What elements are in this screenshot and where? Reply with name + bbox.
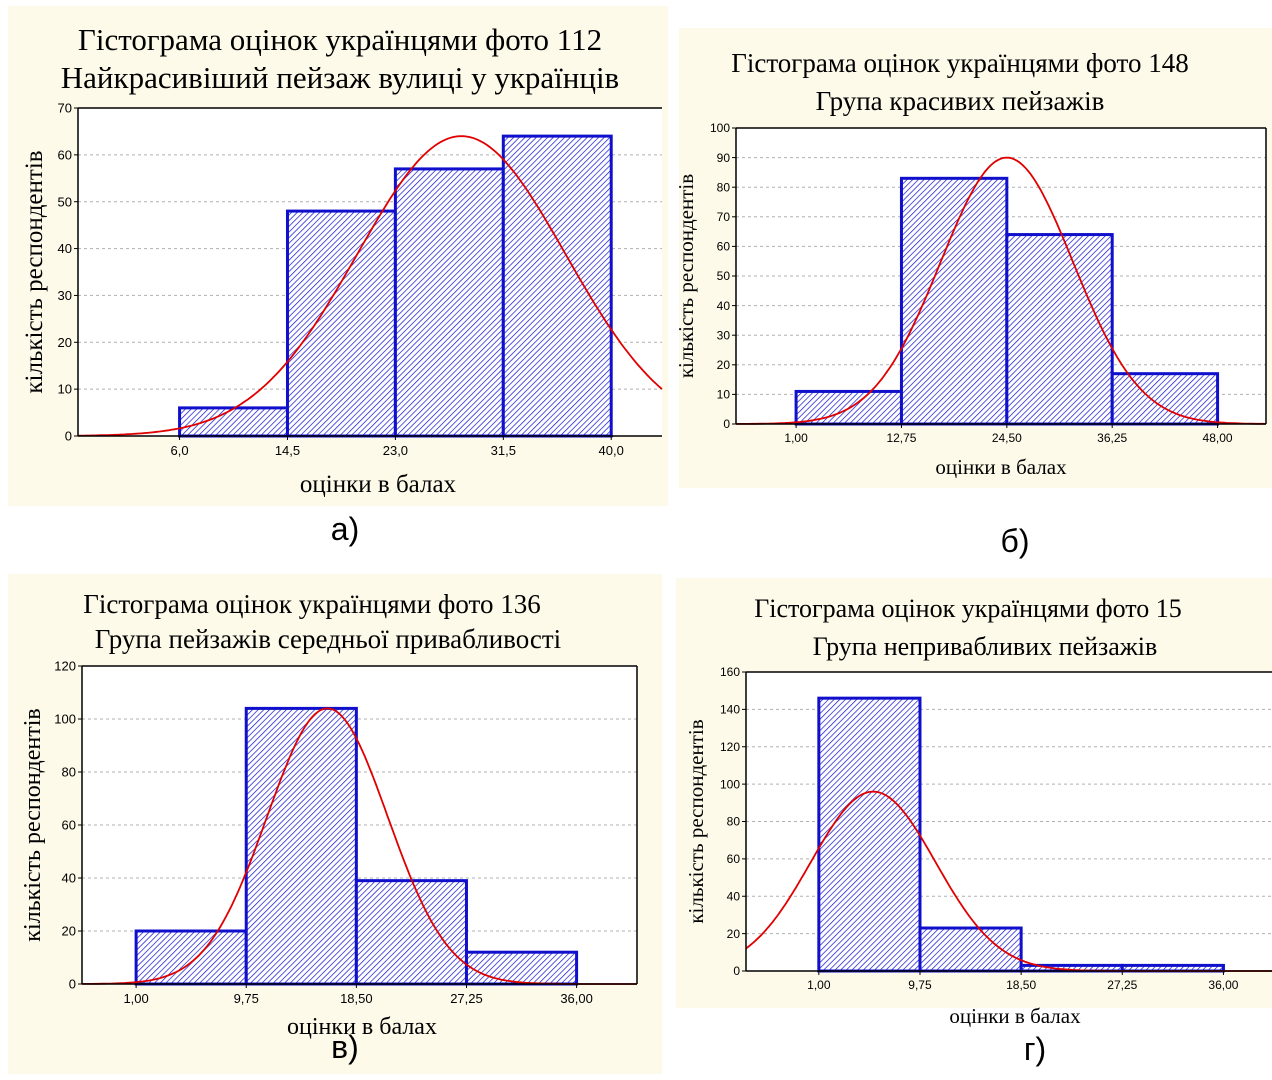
- x-axis-label: оцінки в балах: [300, 471, 457, 498]
- bar-3: [1005, 233, 1114, 426]
- x-tick-label: 1,00: [784, 431, 808, 445]
- y-tick-label: 10: [58, 382, 72, 397]
- bar-1: [817, 696, 922, 973]
- y-tick-label: 0: [65, 429, 72, 444]
- x-tick-label: 23,0: [383, 443, 408, 458]
- bars: [794, 176, 1220, 426]
- y-tick-label: 80: [62, 765, 76, 780]
- x-tick-label: 14,5: [275, 443, 300, 458]
- chart-panel-4: 0 20 40 60 80 100 120 140 160 1,00 9,75 18,50 27,25 3…: [676, 578, 1272, 1067]
- y-tick-label: 20: [62, 924, 76, 939]
- x-axis-label: оцінки в балах: [949, 1004, 1081, 1028]
- x-axis-label: оцінки в балах: [935, 455, 1067, 479]
- y-tick-label: 10: [717, 388, 731, 402]
- y-tick-label: 60: [58, 147, 72, 162]
- y-tick-label: 30: [58, 288, 72, 303]
- y-tick-label: 90: [717, 151, 731, 165]
- y-tick-label: 100: [54, 712, 76, 727]
- x-tick-label: 9,75: [234, 991, 259, 1006]
- normal-curve: [736, 156, 1267, 425]
- plot-frame: [77, 107, 662, 437]
- x-tick-label: 40,0: [599, 443, 624, 458]
- bar-4: [501, 134, 613, 438]
- y-tick-label: 120: [54, 659, 76, 674]
- y-tick-label: 120: [720, 740, 740, 754]
- panel-caption: а): [331, 511, 359, 547]
- y-tick-label: 40: [62, 871, 76, 886]
- y-axis-label: кількість респондентів: [684, 719, 708, 923]
- x-tick-label: 27,25: [1107, 978, 1137, 992]
- x-axis-label: оцінки в балах: [287, 1014, 437, 1040]
- x-tick-label: 9,75: [908, 978, 932, 992]
- x-tick-label: 24,50: [992, 431, 1022, 445]
- y-tick-label: 60: [727, 852, 741, 866]
- x-tick-label: 48,00: [1203, 431, 1233, 445]
- bar-1: [134, 929, 248, 986]
- x-tick-label: 1,00: [123, 991, 148, 1006]
- bar-4: [464, 950, 579, 986]
- x-tick-label: 31,5: [491, 443, 516, 458]
- bars: [817, 696, 1225, 973]
- x-tick-label: 36,00: [560, 991, 593, 1006]
- y-tick-label: 0: [723, 417, 730, 431]
- y-tick-label: 80: [727, 815, 741, 829]
- bar-3: [393, 167, 505, 438]
- y-tick-label: 30: [717, 328, 731, 342]
- y-tick-label: 40: [727, 889, 741, 903]
- bar-2: [899, 176, 1009, 426]
- y-tick-label: 160: [720, 665, 740, 679]
- chart-title: Гістограма оцінок українцями фото 112: [78, 22, 602, 57]
- y-tick-label: 0: [69, 977, 76, 992]
- x-tick-label: 18,50: [1006, 978, 1036, 992]
- panel-caption: в): [331, 1029, 359, 1065]
- chart-panel-1: 0 10 20 30 40 50 60 70 6,0 14,5 23,0 31,5 40,0 Гістог…: [8, 6, 668, 547]
- y-tick-label: 20: [717, 358, 731, 372]
- y-axis-label: кількість респондентів: [21, 150, 48, 393]
- y-tick-label: 100: [710, 121, 730, 135]
- chart-subtitle: Група красивих пейзажів: [816, 86, 1105, 116]
- x-tick-label: 18,50: [340, 991, 373, 1006]
- y-tick-label: 140: [720, 703, 740, 717]
- chart-title: Гістограма оцінок українцями фото 148: [731, 48, 1189, 78]
- y-axis-label: кількість респондентів: [674, 174, 698, 378]
- chart-title: Гістограма оцінок українцями фото 136: [83, 589, 541, 619]
- panel-caption: б): [1001, 523, 1030, 559]
- y-tick-label: 70: [717, 210, 731, 224]
- x-tick-label: 1,00: [807, 978, 831, 992]
- x-tick-label: 36,00: [1208, 978, 1238, 992]
- y-tick-label: 40: [717, 299, 731, 313]
- chart-subtitle: Група непривабливих пейзажів: [813, 632, 1158, 661]
- bar-2: [918, 926, 1023, 973]
- y-tick-label: 70: [58, 101, 72, 116]
- y-tick-label: 20: [727, 927, 741, 941]
- x-tick-label: 12,75: [886, 431, 916, 445]
- x-tick-label: 27,25: [450, 991, 483, 1006]
- bars: [178, 134, 613, 438]
- y-tick-label: 40: [58, 241, 72, 256]
- y-tick-label: 100: [720, 777, 740, 791]
- y-tick-label: 0: [733, 964, 740, 978]
- y-tick-label: 80: [717, 180, 731, 194]
- chart-panel-2: 0 10 20 30 40 50 60 70 80 90 100 1,00 12,75 24,50 36,2…: [674, 28, 1272, 559]
- chart-subtitle: Найкрасивіший пейзаж вулиці у українців: [61, 60, 619, 95]
- x-tick-label: 36,25: [1097, 431, 1127, 445]
- y-tick-label: 50: [717, 269, 731, 283]
- bar-2: [285, 209, 397, 438]
- bar-4: [1110, 372, 1220, 426]
- bar-2: [244, 706, 358, 986]
- bar-1: [178, 406, 289, 438]
- chart-subtitle: Група пейзажів середньої привабливості: [95, 624, 561, 654]
- y-tick-label: 20: [58, 335, 72, 350]
- y-tick-label: 60: [62, 818, 76, 833]
- y-tick-label: 50: [58, 194, 72, 209]
- y-tick-label: 60: [717, 240, 731, 254]
- y-axis-label: кількість респондентів: [20, 708, 46, 941]
- bar-3: [354, 879, 468, 986]
- chart-panel-3: 0 20 40 60 80 100 120 1,00 9,75 18,50 27,25 36,00 Гі…: [8, 574, 662, 1074]
- x-tick-label: 6,0: [171, 443, 189, 458]
- normal-curve: [77, 135, 663, 437]
- panel-caption: г): [1024, 1031, 1046, 1067]
- chart-title: Гістограма оцінок українцями фото 15: [754, 594, 1182, 623]
